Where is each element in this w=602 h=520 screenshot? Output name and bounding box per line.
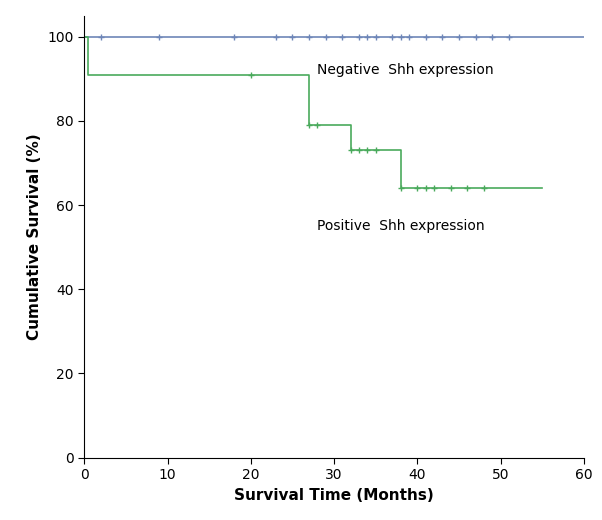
Text: Positive  Shh expression: Positive Shh expression <box>317 219 485 233</box>
Text: Negative  Shh expression: Negative Shh expression <box>317 63 494 77</box>
X-axis label: Survival Time (Months): Survival Time (Months) <box>234 488 434 502</box>
Y-axis label: Cumulative Survival (%): Cumulative Survival (%) <box>27 133 42 340</box>
